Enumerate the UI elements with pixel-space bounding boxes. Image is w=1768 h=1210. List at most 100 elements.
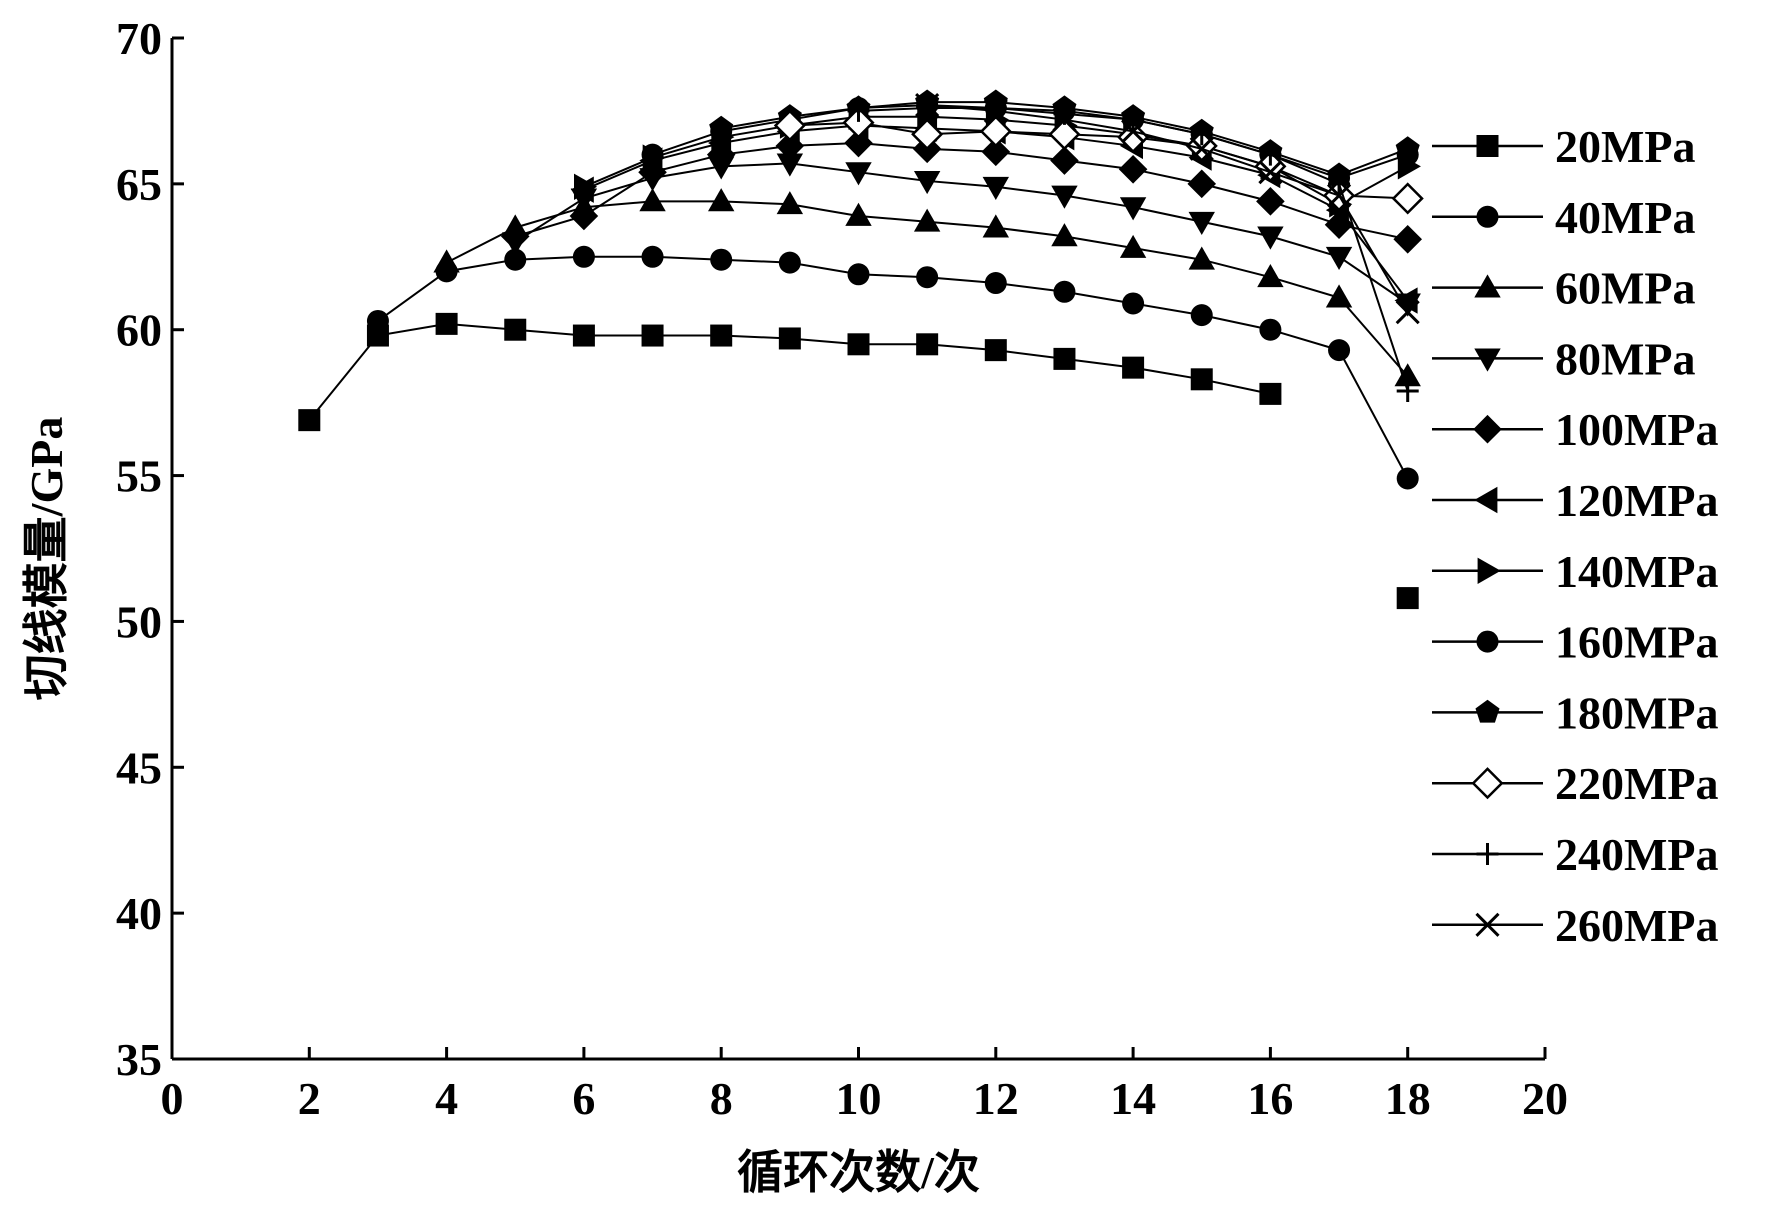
legend-marker xyxy=(1475,912,1500,937)
data-point xyxy=(1396,467,1419,490)
x-tick-label: 14 xyxy=(1110,1073,1156,1124)
data-point xyxy=(1122,108,1145,131)
legend-marker xyxy=(1475,699,1500,723)
series-line xyxy=(927,104,1409,313)
data-point xyxy=(983,98,1008,123)
data-point xyxy=(1257,264,1284,288)
legend-label: 140MPa xyxy=(1555,546,1719,597)
series-100MPa xyxy=(500,128,1422,254)
x-tick-label: 8 xyxy=(710,1073,733,1124)
data-point xyxy=(913,171,941,195)
legend-label: 20MPa xyxy=(1555,121,1696,172)
series-80MPa xyxy=(502,153,1421,317)
data-point xyxy=(1121,119,1146,144)
data-point xyxy=(913,208,941,232)
data-point xyxy=(572,245,595,268)
legend-item: 60MPa xyxy=(1432,263,1696,314)
legend-item: 100MPa xyxy=(1432,404,1719,455)
data-point xyxy=(845,162,872,186)
legend-item: 240MPa xyxy=(1432,829,1719,880)
data-point xyxy=(1328,172,1351,195)
data-point xyxy=(504,248,527,271)
legend-item: 140MPa xyxy=(1432,546,1719,597)
y-axis-title: 切线模量/GPa xyxy=(21,417,72,701)
legend-marker xyxy=(1476,205,1499,228)
data-point xyxy=(1396,587,1419,610)
data-point xyxy=(773,109,806,142)
x-tick-label: 18 xyxy=(1385,1073,1431,1124)
data-point xyxy=(1051,223,1078,247)
series-60MPa xyxy=(433,188,1421,387)
data-point xyxy=(1190,368,1213,391)
legend-label: 240MPa xyxy=(1555,829,1719,880)
series-line xyxy=(789,121,1408,200)
x-tick-label: 2 xyxy=(298,1073,321,1124)
data-point xyxy=(844,128,873,158)
data-point xyxy=(845,202,872,226)
y-tick-label: 55 xyxy=(116,451,162,502)
series-line xyxy=(514,162,1409,305)
x-tick-label: 0 xyxy=(161,1073,184,1124)
data-point xyxy=(1258,160,1283,185)
series-260MPa xyxy=(915,93,1420,325)
data-point xyxy=(641,324,664,347)
legend-marker xyxy=(1473,414,1502,444)
data-point xyxy=(847,263,870,286)
series-220MPa xyxy=(773,106,1424,215)
series-layer xyxy=(298,89,1424,610)
data-point xyxy=(1122,292,1145,315)
series-160MPa xyxy=(641,94,1419,190)
legend-marker xyxy=(1474,486,1498,514)
legend-marker xyxy=(1476,843,1499,865)
legend-label: 40MPa xyxy=(1555,192,1696,243)
series-line xyxy=(514,142,1408,241)
y-tick-label: 50 xyxy=(116,596,162,647)
y-tick-label: 45 xyxy=(116,742,162,793)
data-point xyxy=(1328,339,1351,362)
data-point xyxy=(366,309,389,332)
legend-marker xyxy=(1476,135,1499,157)
data-point xyxy=(1325,246,1353,270)
x-tick-label: 10 xyxy=(836,1073,882,1124)
legend-item: 120MPa xyxy=(1432,475,1719,526)
x-axis-title: 循环次数/次 xyxy=(737,1147,980,1198)
data-point xyxy=(1190,304,1213,327)
data-point xyxy=(1188,211,1215,235)
data-point xyxy=(1051,185,1078,209)
data-point xyxy=(435,312,458,335)
data-point xyxy=(1190,123,1213,146)
data-point xyxy=(569,201,599,231)
series-line xyxy=(377,255,1409,479)
y-tick-label: 70 xyxy=(116,13,162,64)
data-point xyxy=(710,324,733,347)
data-point xyxy=(847,333,870,356)
legend-item: 80MPa xyxy=(1432,333,1696,384)
data-point xyxy=(500,222,530,251)
legend-marker xyxy=(1476,630,1499,653)
x-tick-label: 20 xyxy=(1522,1073,1568,1124)
data-point xyxy=(984,272,1007,295)
data-point xyxy=(572,324,595,347)
legend-label: 80MPa xyxy=(1555,333,1696,384)
legend-marker xyxy=(1477,557,1501,584)
data-point xyxy=(916,333,939,356)
legend-marker xyxy=(1474,274,1501,298)
data-point xyxy=(574,173,598,200)
data-point xyxy=(911,118,944,151)
data-point xyxy=(1395,136,1420,160)
data-point xyxy=(982,176,1009,200)
data-point xyxy=(1053,280,1076,303)
data-point xyxy=(984,97,1007,120)
data-point xyxy=(1393,224,1422,254)
data-point xyxy=(847,99,870,122)
data-point xyxy=(504,318,527,341)
data-point xyxy=(641,245,664,268)
series-20MPa xyxy=(298,312,1419,610)
data-point xyxy=(979,115,1012,148)
data-point xyxy=(915,93,940,118)
data-point xyxy=(776,191,804,215)
data-point xyxy=(981,137,1011,167)
data-point xyxy=(1188,246,1215,270)
legend-item: 160MPa xyxy=(1432,617,1719,668)
